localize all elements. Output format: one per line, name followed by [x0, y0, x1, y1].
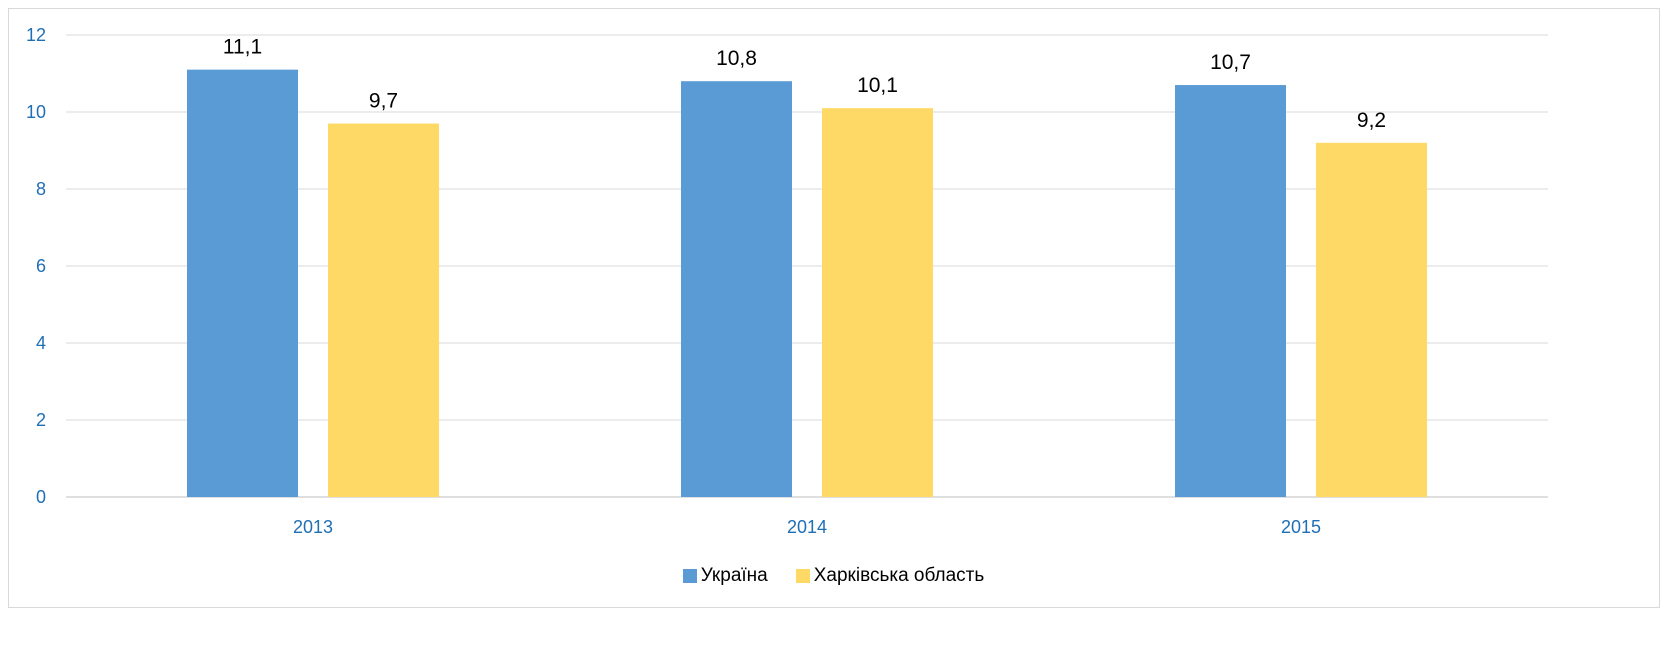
- y-axis-ticks: 0 2 4 6 8 10 12: [26, 25, 46, 507]
- x-tick-label-2015: 2015: [1281, 517, 1321, 537]
- data-label-2014-series-1: 10,1: [857, 74, 898, 97]
- data-label-2014-series-0: 10,8: [716, 47, 757, 70]
- legend-item-series-0: Україна: [682, 565, 768, 587]
- bar-2015-series-0: [1175, 85, 1286, 498]
- legend-label-series-1: Харківська область: [813, 565, 985, 586]
- x-tick-label-2014: 2014: [787, 517, 827, 537]
- legend-item-series-1: Харківська область: [795, 565, 985, 587]
- grid-lines: [66, 34, 1548, 498]
- x-axis-ticks: 2013 2014 2015: [293, 517, 1321, 537]
- y-tick-label: 2: [36, 410, 46, 430]
- y-tick-label: 8: [36, 179, 46, 199]
- bar-2013-series-1: [328, 123, 439, 498]
- y-tick-label: 4: [36, 333, 46, 353]
- legend-swatch-series-0: [682, 569, 697, 583]
- data-label-2013-series-0: 11,1: [223, 36, 262, 59]
- data-label-2015-series-1: 9,2: [1357, 109, 1386, 132]
- data-labels: 11,1 9,7 10,8 10,1 10,7 9,2: [223, 36, 1386, 132]
- bar-2015-series-1: [1316, 142, 1427, 498]
- x-tick-label-2013: 2013: [293, 517, 333, 537]
- y-tick-label: 0: [36, 487, 46, 507]
- data-label-2013-series-1: 9,7: [369, 90, 398, 113]
- bar-2014-series-1: [822, 108, 933, 498]
- bar-2013-series-0: [187, 69, 298, 498]
- bars: [187, 69, 1427, 498]
- y-tick-label: 10: [26, 102, 46, 122]
- y-tick-label: 12: [26, 25, 46, 45]
- bar-2014-series-0: [681, 81, 792, 497]
- legend: Україна Харківська область: [0, 565, 1667, 587]
- data-label-2015-series-0: 10,7: [1210, 51, 1251, 74]
- legend-swatch-series-1: [795, 569, 810, 583]
- legend-label-series-0: Україна: [700, 565, 768, 586]
- y-tick-label: 6: [36, 256, 46, 276]
